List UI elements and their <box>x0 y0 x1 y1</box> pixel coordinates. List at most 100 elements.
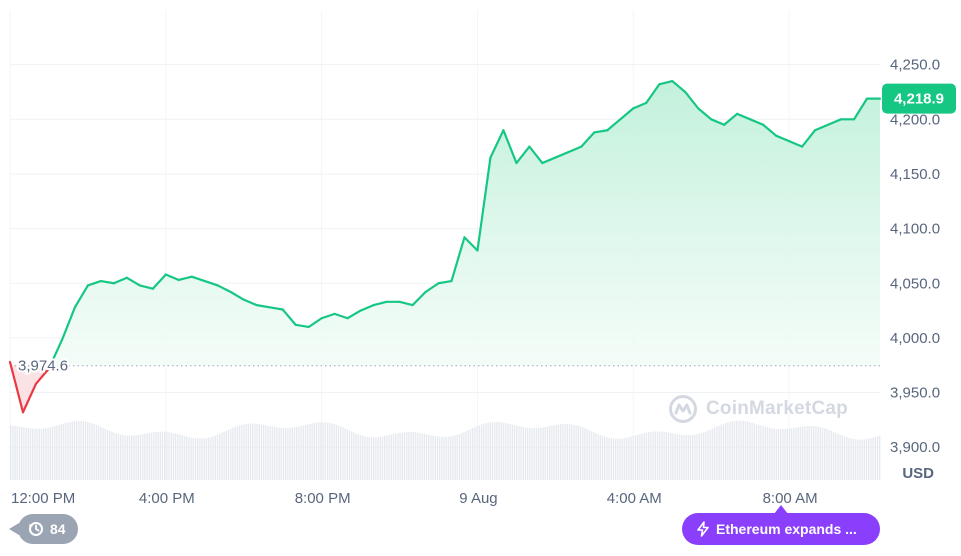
volume-bar <box>843 436 846 480</box>
volume-bar <box>60 424 62 480</box>
y-tick-label: 4,250.0 <box>890 57 940 74</box>
volume-bar <box>773 428 775 480</box>
volume-bar <box>412 432 414 480</box>
price-segment <box>203 279 219 287</box>
price-segment <box>580 131 596 148</box>
price-segment <box>554 150 570 159</box>
volume-bar <box>502 422 505 480</box>
volume-bar <box>23 427 25 480</box>
volume-bar <box>663 431 665 480</box>
volume-bar <box>837 433 839 480</box>
volume-bar <box>157 431 159 480</box>
volume-bar <box>637 434 639 480</box>
volume-bar <box>276 427 278 480</box>
volume-bar <box>159 431 161 480</box>
volume-bar <box>461 433 463 480</box>
price-segment <box>528 145 544 165</box>
y-tick-label: 4,000.0 <box>890 330 940 347</box>
volume-bar <box>150 432 153 480</box>
price-segment <box>710 118 726 126</box>
volume-bar <box>377 437 379 480</box>
volume-bar <box>601 435 604 480</box>
history-chip[interactable]: 84 <box>9 514 78 544</box>
volume-bar <box>329 423 331 480</box>
volume-bar <box>491 422 494 480</box>
volume-bar <box>566 424 568 480</box>
volume-bar <box>397 433 399 480</box>
volume-bar <box>91 423 93 480</box>
volume-bar <box>293 427 296 480</box>
volume-bar <box>579 426 582 480</box>
volume-bar <box>535 428 538 480</box>
volume-bar <box>62 423 65 480</box>
volume-bar <box>617 438 619 480</box>
volume-bar <box>428 434 430 480</box>
volume-bar <box>727 422 729 480</box>
volume-bar <box>124 435 126 480</box>
volume-bar <box>128 435 131 480</box>
volume-bars <box>10 420 881 480</box>
price-segment <box>294 323 310 329</box>
volume-bar <box>870 438 872 480</box>
volume-bar <box>500 422 502 480</box>
volume-bar <box>788 428 791 480</box>
volume-bar <box>474 427 476 480</box>
volume-bar <box>423 433 425 480</box>
news-chip[interactable]: Ethereum expands ... <box>682 505 880 545</box>
volume-bar <box>562 424 564 480</box>
volume-bar <box>260 424 263 480</box>
price-segment <box>47 338 64 370</box>
volume-bar <box>241 424 243 480</box>
volume-bar <box>287 428 289 480</box>
volume-bar <box>362 435 364 480</box>
price-segment <box>697 107 713 121</box>
volume-bar <box>672 433 674 480</box>
volume-bar <box>208 437 210 480</box>
volume-bar <box>122 434 124 480</box>
volume-bar <box>687 435 689 480</box>
volume-bar <box>705 431 707 480</box>
volume-bar <box>265 425 267 480</box>
volume-bar <box>599 435 601 480</box>
volume-bar <box>802 426 804 480</box>
volume-bar <box>359 435 362 480</box>
volume-bar <box>696 434 698 480</box>
volume-bar <box>817 426 819 480</box>
volume-bar <box>168 432 170 480</box>
volume-bar <box>183 435 186 480</box>
volume-bar <box>47 427 49 480</box>
price-segment <box>398 300 414 307</box>
volume-bar <box>722 423 725 480</box>
volume-bar <box>725 423 727 480</box>
volume-bar <box>65 422 67 480</box>
price-segment <box>852 97 869 121</box>
volume-bar <box>379 436 381 480</box>
volume-bar <box>793 427 795 480</box>
volume-bar <box>351 431 353 480</box>
volume-bar <box>408 431 410 480</box>
price-segment <box>541 156 557 165</box>
volume-bar <box>51 426 54 480</box>
volume-bar <box>254 423 256 480</box>
price-segment <box>60 306 77 342</box>
volume-bar <box>18 426 21 480</box>
volume-bar <box>247 423 249 480</box>
price-segment <box>346 309 362 320</box>
volume-bar <box>106 429 109 480</box>
x-tick-label: 8:00 PM <box>295 490 351 507</box>
volume-bar <box>551 425 553 480</box>
volume-bar <box>10 425 12 480</box>
price-area <box>10 81 880 413</box>
volume-bar <box>810 425 813 480</box>
volume-bar <box>139 434 142 480</box>
price-segment <box>151 273 167 290</box>
volume-bar <box>456 434 458 480</box>
volume-bar <box>476 426 478 480</box>
volume-bar <box>729 421 731 480</box>
volume-bar <box>648 432 650 480</box>
x-tick-label: 4:00 PM <box>139 490 195 507</box>
volume-bar <box>676 434 678 480</box>
volume-bar <box>516 425 518 480</box>
volume-bar <box>436 436 439 480</box>
